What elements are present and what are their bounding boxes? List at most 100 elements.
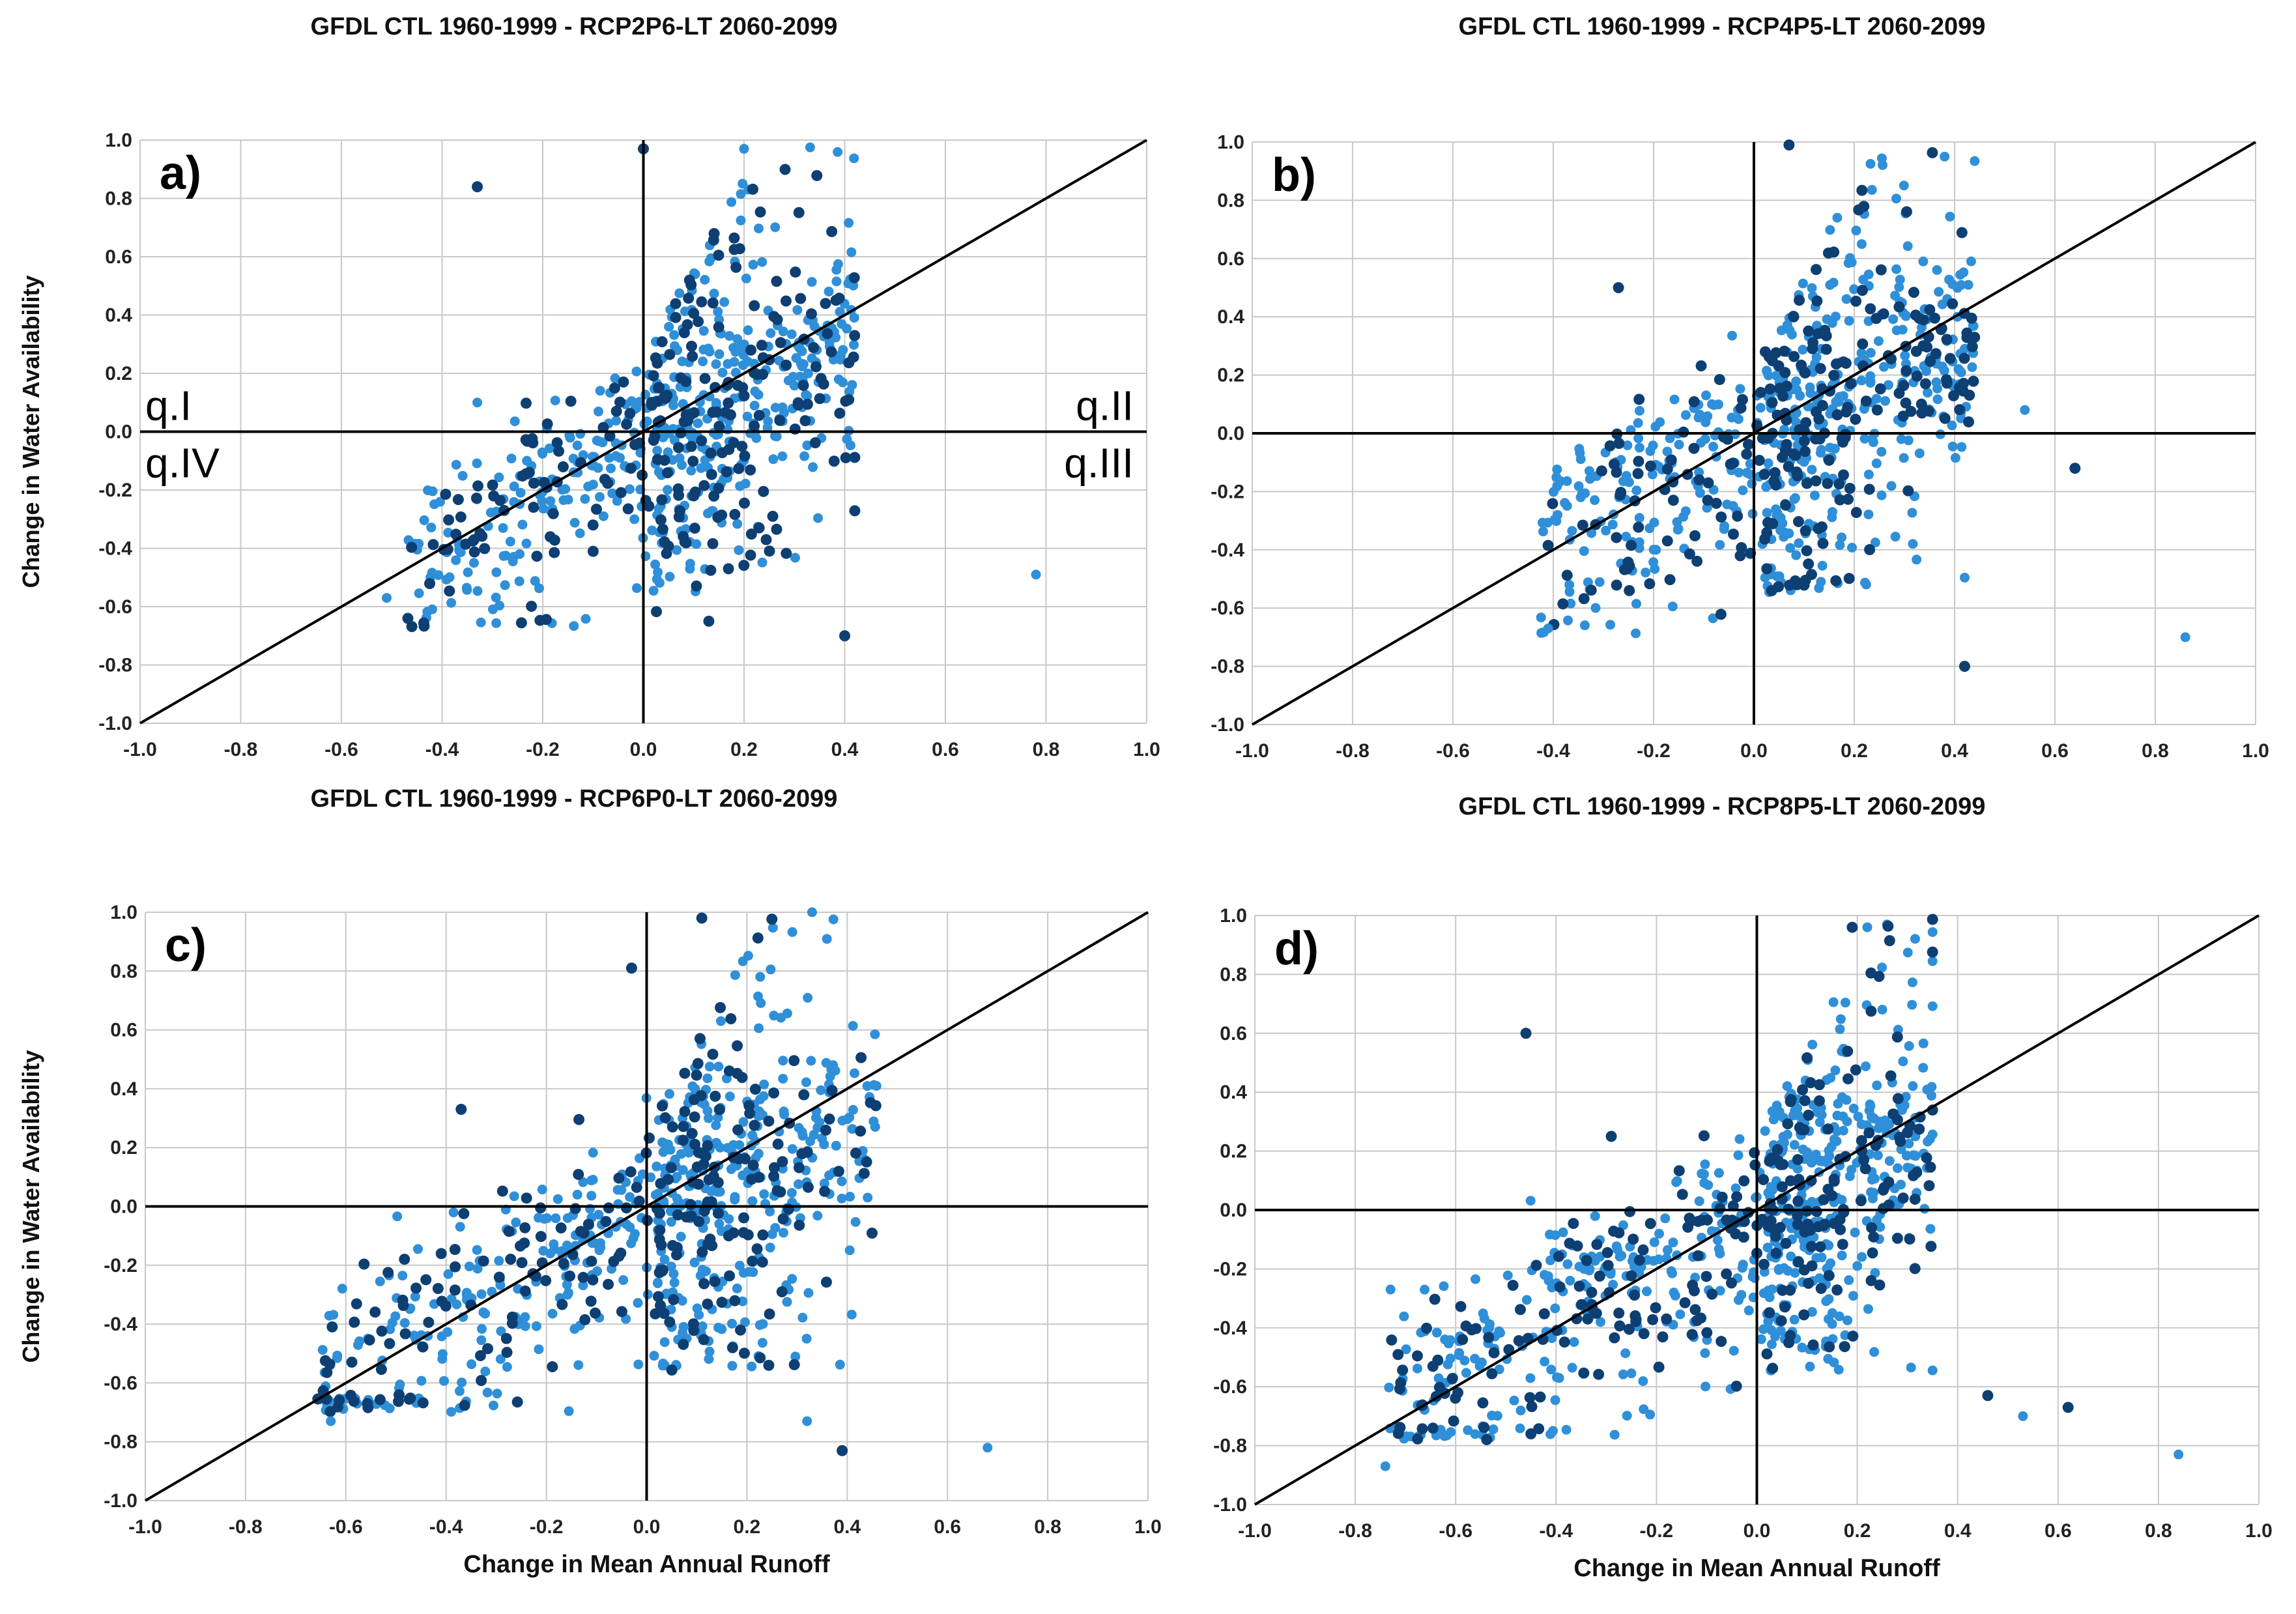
data-point xyxy=(593,463,603,473)
x-tick-label: -0.2 xyxy=(530,1516,564,1538)
y-tick-label: -0.4 xyxy=(1211,540,1244,561)
data-point xyxy=(765,1206,775,1217)
data-point xyxy=(1554,1373,1564,1383)
data-point xyxy=(1902,947,1913,958)
data-point xyxy=(375,1276,385,1287)
x-tick-label: 0.2 xyxy=(1844,1520,1871,1542)
data-point-dark xyxy=(1788,310,1800,322)
data-point xyxy=(534,1344,544,1355)
data-point xyxy=(1884,1156,1895,1166)
data-point-dark xyxy=(1785,1175,1796,1187)
data-point xyxy=(1859,577,1870,588)
data-point xyxy=(395,1379,405,1390)
data-point-dark xyxy=(1911,370,1923,382)
data-point-dark xyxy=(698,480,710,491)
data-point-dark xyxy=(449,1244,461,1256)
points-d xyxy=(1380,914,2184,1471)
data-point-dark xyxy=(1919,378,1931,390)
data-point xyxy=(846,1309,857,1319)
y-tick-label: -0.4 xyxy=(104,1314,137,1335)
data-point-dark xyxy=(735,1324,747,1336)
data-point-dark xyxy=(600,1216,612,1228)
data-point-dark xyxy=(713,482,725,494)
data-point-dark xyxy=(751,369,763,381)
data-point xyxy=(1708,441,1719,452)
data-point xyxy=(1700,1348,1710,1359)
data-point-dark xyxy=(774,414,786,426)
y-tick-label: 0.8 xyxy=(1217,190,1244,211)
y-tick-label: 0.4 xyxy=(1217,306,1244,328)
data-point-dark xyxy=(792,399,804,411)
data-point-dark xyxy=(394,1389,405,1401)
data-point-dark xyxy=(793,207,805,218)
data-point xyxy=(824,286,834,296)
data-point-dark xyxy=(1397,1364,1409,1376)
data-point-dark xyxy=(752,932,764,944)
data-point-dark xyxy=(1554,1281,1566,1293)
data-point xyxy=(607,488,618,498)
data-point-dark xyxy=(625,1166,637,1177)
data-point-dark xyxy=(1805,1241,1817,1252)
data-point xyxy=(1666,1266,1676,1276)
data-point xyxy=(1708,613,1718,624)
data-point-dark xyxy=(1792,1256,1804,1268)
data-point-dark xyxy=(828,455,840,467)
data-point-dark xyxy=(1483,1332,1495,1344)
data-point xyxy=(711,1138,722,1148)
data-point-dark xyxy=(1758,1258,1770,1270)
quadrant-label: q.III xyxy=(1064,440,1134,487)
outlier-point xyxy=(802,1416,812,1426)
data-point xyxy=(480,1366,491,1377)
data-point xyxy=(1827,512,1837,523)
data-point-dark xyxy=(1611,532,1622,543)
data-point-dark xyxy=(1692,1215,1704,1227)
data-point xyxy=(1471,1274,1481,1284)
data-point xyxy=(1700,1381,1711,1392)
data-point xyxy=(1584,466,1594,476)
data-point-dark xyxy=(756,339,768,351)
data-point-dark xyxy=(763,1359,775,1371)
data-point-dark xyxy=(1624,584,1635,596)
data-point xyxy=(1565,1275,1575,1286)
data-point-dark xyxy=(374,1394,386,1405)
data-point-dark xyxy=(1811,406,1822,418)
data-point xyxy=(517,519,528,530)
data-point xyxy=(468,558,479,568)
data-point xyxy=(1622,1411,1632,1421)
x-tick-label: 0.8 xyxy=(2145,1520,2172,1542)
data-point xyxy=(399,1318,410,1328)
data-point xyxy=(569,621,579,631)
outlier-point xyxy=(326,1416,336,1426)
data-point-dark xyxy=(724,1270,736,1282)
data-point-dark xyxy=(1734,550,1746,562)
data-point-dark xyxy=(667,1239,678,1251)
data-point xyxy=(870,1029,880,1039)
data-point-dark xyxy=(732,1124,744,1136)
one-to-one-line xyxy=(144,911,1149,1502)
data-point xyxy=(1947,420,1957,431)
data-point xyxy=(1733,1150,1744,1160)
y-tick-label: -0.2 xyxy=(104,1255,137,1276)
data-point xyxy=(477,1323,487,1334)
data-point-dark xyxy=(1874,1279,1886,1291)
data-point-dark xyxy=(1427,1361,1439,1372)
data-point-dark xyxy=(1486,1368,1498,1379)
data-point-dark xyxy=(1850,507,1862,519)
data-point-dark xyxy=(650,1308,661,1319)
data-point xyxy=(678,1165,688,1175)
data-point-dark xyxy=(833,1166,844,1177)
data-point xyxy=(1744,469,1755,480)
data-point xyxy=(1893,1163,1903,1174)
x-tick-label: 0.4 xyxy=(833,1516,861,1538)
data-point-dark xyxy=(692,1058,704,1069)
data-point-dark xyxy=(1637,1244,1649,1256)
data-point xyxy=(1729,1346,1739,1356)
one-to-one-line xyxy=(139,139,1148,725)
data-point xyxy=(640,551,651,562)
data-point-dark xyxy=(1706,1288,1718,1300)
data-point-dark xyxy=(1841,406,1852,418)
data-point xyxy=(1833,1099,1843,1109)
data-point xyxy=(1648,440,1658,451)
data-point-dark xyxy=(659,1112,671,1123)
x-tick-label: 0.6 xyxy=(2041,740,2069,762)
